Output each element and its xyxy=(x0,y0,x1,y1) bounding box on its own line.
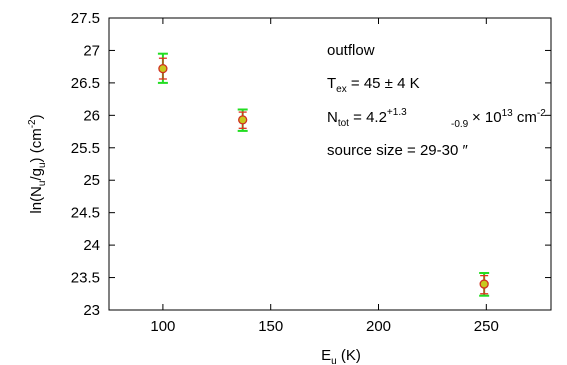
ntot-mult: × 10 xyxy=(472,109,502,126)
y-label-mid: /g xyxy=(28,168,45,181)
annotation-tex: Tex = 45 ± 4 K xyxy=(327,75,420,95)
data-point xyxy=(479,279,489,289)
y-tick-label: 26.5 xyxy=(71,75,100,92)
annotation-source-size: source size = 29-30 ″ xyxy=(327,142,468,159)
y-label-end: ) xyxy=(28,114,45,119)
axis-ticks: 100 150 200 250 23 23.5 24 24.5 25 25.5 26 26.5 27 27… xyxy=(71,10,551,335)
ntot-sup: +1.3 xyxy=(387,107,407,118)
ntot-sub2: -0.9 xyxy=(451,119,469,130)
ntot-sub: tot xyxy=(338,118,349,129)
y-label-sub2: u xyxy=(37,162,48,168)
annotation-outflow: outflow xyxy=(327,42,375,59)
tex-sub: ex xyxy=(336,84,347,95)
plot-frame xyxy=(108,17,552,311)
y-tick-label: 24.5 xyxy=(71,205,100,222)
y-tick-label: 25.5 xyxy=(71,140,100,157)
ntot-exp: 13 xyxy=(502,108,514,119)
y-label-pre: ln(N xyxy=(28,186,45,214)
y-tick-label: 25 xyxy=(83,172,100,189)
y-label-sup: -2 xyxy=(27,119,38,128)
y-tick-label: 27 xyxy=(83,42,100,59)
data-marks xyxy=(157,52,490,297)
tex-main: T xyxy=(327,75,336,92)
x-tick-label: 200 xyxy=(366,318,391,335)
y-tick-label: 26 xyxy=(83,107,100,124)
y-tick-label: 23 xyxy=(83,302,100,319)
y-label-sub1: u xyxy=(37,181,48,187)
ntot-main: N xyxy=(327,109,338,126)
x-tick-label: 250 xyxy=(474,318,499,335)
x-axis-label-main: E xyxy=(321,347,331,364)
data-point xyxy=(158,63,168,74)
x-axis-label: Eu (K) xyxy=(321,347,361,365)
annotation-block: outflow Tex = 45 ± 4 K Ntot = 4.2+1.3 -0.… xyxy=(327,42,546,159)
x-tick-label: 150 xyxy=(258,318,283,335)
y-axis-label: ln(Nu/gu) (cm-2) xyxy=(27,114,48,213)
y-tick-label: 23.5 xyxy=(71,270,100,287)
x-axis-label-sub: u xyxy=(331,356,337,365)
ntot-unit: cm xyxy=(513,109,537,126)
ntot-unit-exp: -2 xyxy=(537,108,546,119)
ntot-eq: = 4.2 xyxy=(349,109,387,126)
annotation-ntot: Ntot = 4.2+1.3 -0.9 × 1013 cm-2 xyxy=(327,107,546,130)
y-label-post: ) (cm xyxy=(28,128,45,162)
x-tick-label: 100 xyxy=(150,318,175,335)
data-point xyxy=(238,115,248,125)
tex-rest: = 45 ± 4 K xyxy=(347,75,420,92)
x-axis-label-unit: (K) xyxy=(337,347,361,364)
y-tick-label: 27.5 xyxy=(71,10,100,27)
y-tick-label: 24 xyxy=(83,237,100,254)
